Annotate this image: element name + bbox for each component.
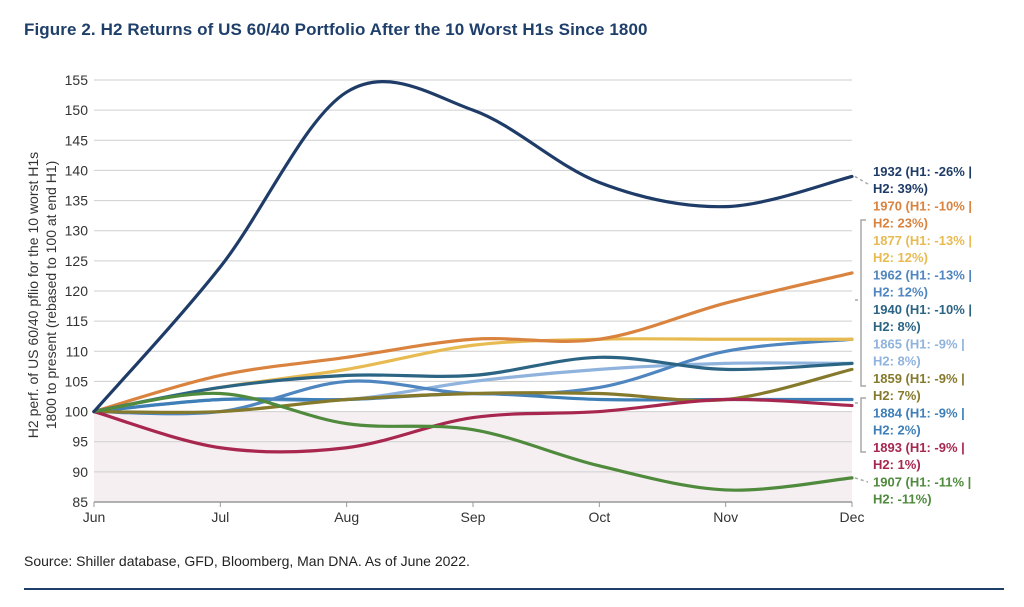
series-label-1962: 1962 (H1: -13% | <box>873 268 972 283</box>
series-label-1907: H2: -11%) <box>873 492 932 507</box>
gridlines <box>94 79 852 503</box>
series-label-1865: 1865 (H1: -9% | <box>873 337 965 352</box>
series-label-1859: 1859 (H1: -9% | <box>873 371 965 386</box>
series-line-1932 <box>92 80 854 414</box>
y-axis-ticks: 85 90 95 100 105 110 115 120 125 130 135 140 145 150 1… <box>65 72 89 510</box>
series-line-1884 <box>92 391 854 414</box>
y-tick-label: 135 <box>65 193 89 209</box>
series-labels: 1932 (H1: -26% | H2: 39%) 1970 (H1: -10% |… <box>873 164 972 507</box>
y-tick-label: 105 <box>65 373 89 389</box>
label-connectors <box>854 175 869 483</box>
x-tick-label: Jul <box>211 509 229 525</box>
y-axis-label-line-1: H2 perf. of US 60/40 pflio for the 10 wo… <box>25 152 41 438</box>
leader-1907 <box>854 477 869 483</box>
y-tick-label: 110 <box>66 343 89 359</box>
series-line-1907 <box>92 391 854 492</box>
bracket-lower-group <box>860 397 866 453</box>
y-tick-label: 150 <box>65 102 89 118</box>
y-tick-label: 95 <box>72 434 88 450</box>
bottom-divider <box>24 588 1004 590</box>
series-label-1884: H2: 2%) <box>873 423 921 438</box>
line-chart: 85 90 95 100 105 110 115 120 125 130 135 140 145 150 1… <box>25 72 972 525</box>
series-label-1907: 1907 (H1: -11% | <box>873 475 971 490</box>
series-label-1877: H2: 12%) <box>873 250 928 265</box>
series-label-1884: 1884 (H1: -9% | <box>873 406 965 421</box>
y-tick-label: 130 <box>65 223 89 239</box>
series-label-1893: 1893 (H1: -9% | <box>873 440 965 455</box>
series-label-1865: H2: 8%) <box>873 354 921 369</box>
y-tick-label: 145 <box>65 132 89 148</box>
source-note: Source: Shiller database, GFD, Bloomberg… <box>24 553 470 569</box>
y-tick-label: 85 <box>72 494 88 510</box>
series-label-1940: H2: 8%) <box>873 319 921 334</box>
chart-title: Figure 2. H2 Returns of US 60/40 Portfol… <box>24 20 648 39</box>
series-label-1859: H2: 7%) <box>873 388 921 403</box>
y-tick-label: 115 <box>66 313 89 329</box>
y-axis-label-line-2: 1800 to present (rebased to 100 at end H… <box>43 161 59 430</box>
series-line-1893 <box>92 397 854 454</box>
bracket-upper-group <box>860 219 866 387</box>
series-label-1932: H2: 39%) <box>873 181 928 196</box>
y-tick-label: 140 <box>65 162 89 178</box>
x-tick-label: Aug <box>334 509 359 525</box>
y-tick-label: 155 <box>65 72 89 88</box>
shaded-region <box>94 411 852 502</box>
y-tick-label: 120 <box>65 283 89 299</box>
series-lines <box>92 80 854 492</box>
series-label-1877: 1877 (H1: -13% | <box>873 233 972 248</box>
series-label-1940: 1940 (H1: -10% | <box>873 302 972 317</box>
series-label-1932: 1932 (H1: -26% | <box>873 164 972 179</box>
x-tick-label: Nov <box>713 509 738 525</box>
x-tick-label: Oct <box>588 509 610 525</box>
y-tick-label: 90 <box>72 464 88 480</box>
y-tick-label: 125 <box>65 253 89 269</box>
y-tick-label: 100 <box>65 404 89 420</box>
series-line-1970 <box>92 271 854 414</box>
series-label-1970: H2: 23%) <box>873 216 928 231</box>
x-axis-ticks: Jun Jul Aug Sep Oct Nov Dec <box>83 502 865 525</box>
leader-1932 <box>854 175 869 185</box>
series-label-1893: H2: 1%) <box>873 457 921 472</box>
series-label-1962: H2: 12%) <box>873 285 928 300</box>
x-tick-label: Dec <box>840 509 865 525</box>
x-tick-label: Jun <box>83 509 106 525</box>
x-tick-label: Sep <box>461 509 486 525</box>
series-label-1970: 1970 (H1: -10% | <box>873 199 972 214</box>
series-line-1940 <box>92 355 854 414</box>
